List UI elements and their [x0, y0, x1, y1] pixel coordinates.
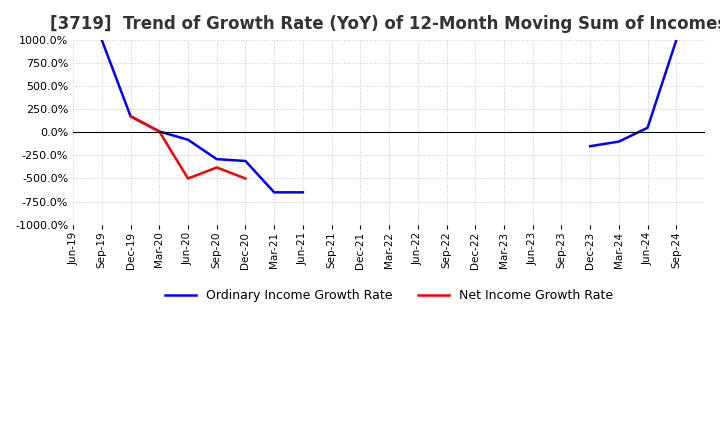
Ordinary Income Growth Rate	[97, 37, 106, 43]
Ordinary Income Growth Rate	[643, 125, 652, 130]
Net Income Growth Rate	[643, 185, 652, 191]
Ordinary Income Growth Rate	[241, 158, 250, 164]
Net Income Growth Rate	[184, 176, 192, 181]
Net Income Growth Rate	[155, 129, 163, 134]
Ordinary Income Growth Rate	[614, 139, 623, 144]
Ordinary Income Growth Rate	[672, 37, 680, 43]
Net Income Growth Rate	[212, 165, 221, 170]
Net Income Growth Rate	[241, 176, 250, 181]
Ordinary Income Growth Rate	[155, 129, 163, 134]
Ordinary Income Growth Rate	[586, 143, 595, 149]
Ordinary Income Growth Rate	[126, 114, 135, 119]
Ordinary Income Growth Rate	[184, 137, 192, 143]
Line: Net Income Growth Rate: Net Income Growth Rate	[130, 116, 647, 188]
Legend: Ordinary Income Growth Rate, Net Income Growth Rate: Ordinary Income Growth Rate, Net Income …	[160, 284, 618, 307]
Net Income Growth Rate	[126, 114, 135, 119]
Title: [3719]  Trend of Growth Rate (YoY) of 12-Month Moving Sum of Incomes: [3719] Trend of Growth Rate (YoY) of 12-…	[50, 15, 720, 33]
Ordinary Income Growth Rate	[299, 190, 307, 195]
Ordinary Income Growth Rate	[270, 190, 279, 195]
Line: Ordinary Income Growth Rate: Ordinary Income Growth Rate	[102, 40, 676, 192]
Ordinary Income Growth Rate	[212, 157, 221, 162]
